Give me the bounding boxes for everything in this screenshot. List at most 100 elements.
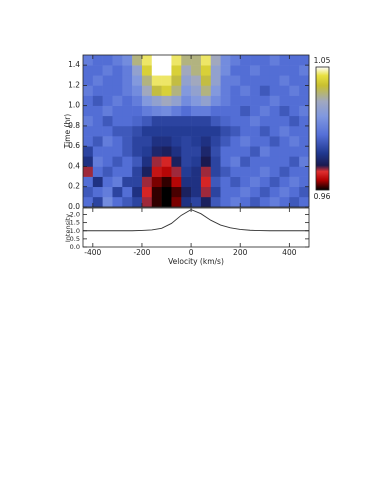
colorbar-min-label: 0.96 bbox=[314, 192, 331, 201]
heatmap-cell bbox=[181, 166, 192, 177]
heatmap-cell bbox=[250, 75, 261, 86]
heatmap-cell bbox=[279, 55, 290, 66]
heatmap-cell bbox=[299, 115, 310, 127]
heatmap-cell bbox=[250, 125, 261, 137]
heatmap-cell bbox=[83, 176, 94, 188]
heatmap-cell bbox=[220, 85, 231, 96]
heatmap-cell bbox=[299, 136, 310, 147]
heatmap-cell bbox=[279, 166, 290, 177]
heatmap-cell bbox=[83, 95, 94, 106]
heatmap-cell bbox=[171, 95, 182, 106]
heatmap-cell bbox=[200, 186, 212, 198]
heatmap-cell bbox=[102, 196, 113, 208]
heatmap-cell bbox=[132, 176, 143, 188]
heatmap-cell bbox=[112, 156, 123, 167]
x-tick-label: 0 bbox=[189, 248, 194, 257]
heatmap-cell bbox=[230, 85, 241, 96]
heatmap-cell bbox=[171, 115, 182, 127]
heatmap-cell bbox=[240, 55, 251, 66]
heatmap-cell bbox=[141, 105, 153, 117]
heatmap-cell bbox=[151, 55, 162, 66]
heatmap-cell bbox=[220, 136, 231, 147]
heatmap-cell bbox=[279, 156, 290, 167]
heatmap-cell bbox=[151, 156, 162, 167]
heatmap-cell bbox=[151, 186, 162, 198]
heatmap-cell bbox=[112, 75, 123, 86]
heatmap-cell bbox=[230, 156, 241, 167]
heatmap-cell bbox=[200, 55, 212, 66]
heatmap-cell bbox=[250, 146, 261, 157]
heatmap-cell bbox=[141, 125, 153, 137]
heatmap-cell bbox=[250, 105, 261, 117]
heatmap-cell bbox=[141, 146, 153, 157]
heatmap-cell bbox=[151, 75, 162, 86]
heatmap-cell bbox=[250, 65, 261, 76]
heatmap-cell bbox=[161, 105, 172, 117]
heatmap-cell bbox=[259, 196, 270, 208]
heatmap-cell bbox=[279, 105, 290, 117]
heatmap-cell bbox=[240, 146, 251, 157]
heatmap-cell bbox=[92, 65, 103, 76]
heatmap-cell bbox=[200, 196, 212, 208]
heatmap-cell bbox=[269, 156, 280, 167]
heatmap-cell bbox=[279, 146, 290, 157]
heatmap-cell bbox=[240, 136, 251, 147]
heatmap-cell bbox=[269, 196, 280, 208]
heatmap-cell bbox=[151, 115, 162, 127]
heatmap-cell bbox=[132, 156, 143, 167]
heatmap-cell bbox=[181, 196, 192, 208]
heatmap-cell bbox=[132, 105, 143, 117]
y-tick-label: 0.0 bbox=[70, 243, 80, 251]
heatmap-cell bbox=[250, 156, 261, 167]
heatmap-cell bbox=[200, 125, 212, 137]
heatmap-cell bbox=[151, 176, 162, 188]
heatmap-cell bbox=[240, 196, 251, 208]
heatmap-cell bbox=[181, 95, 192, 106]
heatmap-cell bbox=[83, 75, 94, 86]
heatmap-cell bbox=[122, 166, 133, 177]
heatmap-cell bbox=[240, 166, 251, 177]
heatmap-cell bbox=[141, 186, 153, 198]
heatmap-cell bbox=[259, 85, 270, 96]
heatmap-cell bbox=[122, 95, 133, 106]
heatmap-cell bbox=[210, 115, 221, 127]
heatmap-cell bbox=[171, 166, 182, 177]
heatmap-cell bbox=[250, 55, 261, 66]
heatmap-cell bbox=[161, 146, 172, 157]
heatmap-cell bbox=[112, 136, 123, 147]
colorbar-max-label: 1.05 bbox=[314, 56, 331, 65]
heatmap-cell bbox=[112, 176, 123, 188]
heatmap-cell bbox=[171, 156, 182, 167]
heatmap-cell bbox=[161, 85, 172, 96]
heatmap-cell bbox=[181, 125, 192, 137]
heatmap-cell bbox=[122, 85, 133, 96]
heatmap-cell bbox=[279, 75, 290, 86]
heatmap-cell bbox=[161, 75, 172, 86]
heatmap-cell bbox=[112, 125, 123, 137]
heatmap-cell bbox=[269, 105, 280, 117]
heatmap-cell bbox=[299, 146, 310, 157]
heatmap-cell bbox=[132, 146, 143, 157]
heatmap-cell bbox=[210, 105, 221, 117]
heatmap-cell bbox=[141, 136, 153, 147]
heatmap-cell bbox=[92, 95, 103, 106]
heatmap-cell bbox=[132, 55, 143, 66]
heatmap-cell bbox=[230, 136, 241, 147]
heatmap-cell bbox=[92, 75, 103, 86]
heatmap-cell bbox=[220, 115, 231, 127]
heatmap-cell bbox=[269, 85, 280, 96]
heatmap-cell bbox=[132, 125, 143, 137]
heatmap-cell bbox=[240, 85, 251, 96]
heatmap-cell bbox=[102, 105, 113, 117]
heatmap-cell bbox=[279, 136, 290, 147]
x-tick-label: -200 bbox=[133, 248, 150, 257]
heatmap-cell bbox=[299, 65, 310, 76]
heatmap-cell bbox=[230, 186, 241, 198]
heatmap-cell bbox=[112, 166, 123, 177]
heatmap-cell bbox=[269, 176, 280, 188]
heatmap-cell bbox=[269, 186, 280, 198]
heatmap-cell bbox=[200, 95, 212, 106]
heatmap-cell bbox=[299, 125, 310, 137]
heatmap-cell bbox=[230, 115, 241, 127]
